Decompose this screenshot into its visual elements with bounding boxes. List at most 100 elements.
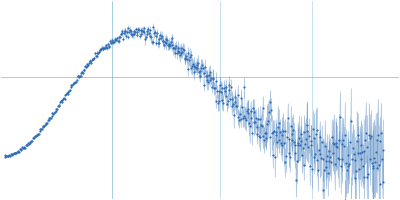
Point (27, 141, 34, 144)
Point (217, 83, 224, 87)
Point (280, 129, 286, 132)
Point (128, 33, 134, 36)
Point (216, 99, 222, 103)
Point (308, 143, 314, 146)
Point (34, 133, 40, 136)
Point (141, 31, 148, 34)
Point (301, 130, 308, 134)
Point (288, 139, 295, 142)
Point (222, 89, 228, 93)
Point (229, 97, 236, 101)
Point (8, 153, 15, 156)
Point (358, 143, 364, 146)
Point (85, 63, 91, 67)
Point (116, 39, 122, 42)
Point (289, 132, 296, 136)
Point (196, 71, 202, 74)
Point (278, 143, 285, 146)
Point (26, 140, 33, 143)
Point (46, 116, 53, 119)
Point (316, 149, 322, 152)
Point (91, 57, 98, 60)
Point (176, 51, 182, 54)
Point (310, 127, 316, 130)
Point (284, 116, 291, 119)
Point (143, 36, 149, 39)
Point (309, 167, 315, 171)
Point (361, 175, 368, 178)
Point (173, 44, 179, 48)
Point (186, 59, 192, 62)
Point (336, 138, 342, 141)
Point (62, 94, 68, 97)
Point (56, 103, 62, 106)
Point (260, 134, 267, 138)
Point (21, 145, 28, 149)
Point (86, 62, 92, 65)
Point (82, 65, 88, 68)
Point (121, 29, 128, 33)
Point (248, 116, 254, 119)
Point (276, 138, 282, 142)
Point (370, 165, 377, 168)
Point (58, 100, 65, 103)
Point (306, 164, 313, 167)
Point (48, 117, 54, 120)
Point (36, 132, 42, 135)
Point (105, 42, 111, 45)
Point (234, 93, 241, 97)
Point (305, 145, 312, 148)
Point (282, 129, 289, 132)
Point (315, 168, 321, 172)
Point (287, 155, 293, 158)
Point (200, 83, 207, 86)
Point (172, 47, 179, 50)
Point (283, 155, 290, 158)
Point (247, 110, 254, 113)
Point (166, 42, 172, 45)
Point (268, 108, 274, 111)
Point (307, 139, 314, 142)
Point (64, 92, 70, 95)
Point (136, 34, 143, 38)
Point (206, 78, 213, 82)
Point (156, 41, 162, 44)
Point (332, 163, 338, 166)
Point (183, 54, 189, 58)
Point (375, 134, 381, 137)
Point (225, 89, 232, 92)
Point (118, 31, 125, 34)
Point (323, 165, 330, 168)
Point (223, 85, 230, 88)
Point (276, 122, 282, 125)
Point (2, 154, 8, 157)
Point (92, 55, 99, 58)
Point (314, 158, 320, 162)
Point (111, 41, 117, 44)
Point (222, 94, 229, 97)
Point (337, 116, 343, 119)
Point (193, 66, 199, 69)
Point (243, 118, 249, 121)
Point (29, 139, 35, 142)
Point (150, 41, 157, 44)
Point (228, 86, 234, 89)
Point (256, 118, 263, 121)
Point (131, 30, 138, 33)
Point (110, 41, 116, 44)
Point (194, 66, 201, 69)
Point (112, 38, 119, 41)
Point (293, 178, 299, 181)
Point (33, 133, 40, 136)
Point (43, 121, 50, 125)
Point (154, 31, 160, 35)
Point (124, 27, 131, 30)
Point (170, 46, 176, 49)
Point (371, 156, 378, 160)
Point (237, 112, 243, 115)
Point (214, 90, 220, 93)
Point (373, 166, 380, 169)
Point (209, 85, 215, 89)
Point (78, 71, 84, 74)
Point (125, 35, 132, 39)
